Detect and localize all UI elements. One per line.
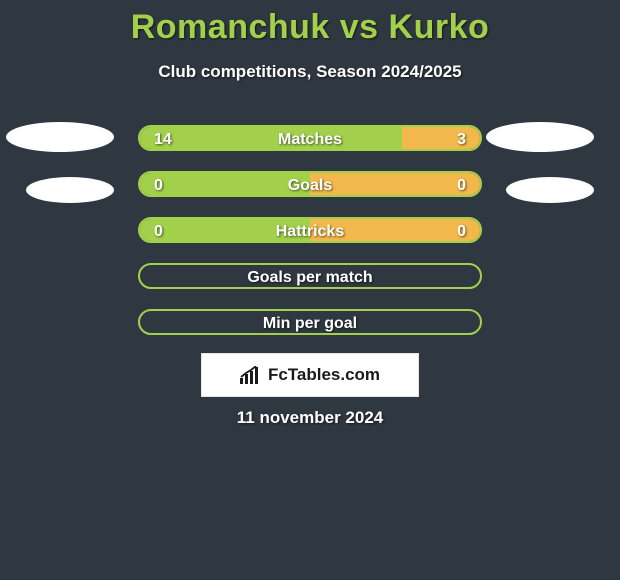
decorative-ellipse: [506, 177, 594, 203]
page-subtitle: Club competitions, Season 2024/2025: [0, 62, 620, 82]
decorative-ellipse: [486, 122, 594, 152]
stat-row: 00Goals: [138, 171, 482, 197]
source-badge: FcTables.com: [201, 353, 419, 397]
stat-row: 143Matches: [138, 125, 482, 151]
chart-icon: [240, 366, 262, 384]
stat-label: Goals: [140, 173, 480, 197]
decorative-ellipse: [26, 177, 114, 203]
stat-label: Hattricks: [140, 219, 480, 243]
stat-label: Min per goal: [140, 311, 480, 335]
stat-row: Min per goal: [138, 309, 482, 335]
page-title: Romanchuk vs Kurko: [0, 8, 620, 47]
source-badge-text: FcTables.com: [268, 365, 380, 385]
stat-label: Goals per match: [140, 265, 480, 289]
decorative-ellipse: [6, 122, 114, 152]
comparison-infographic: Romanchuk vs Kurko Club competitions, Se…: [0, 0, 620, 580]
stat-row: Goals per match: [138, 263, 482, 289]
date-text: 11 november 2024: [0, 408, 620, 428]
stat-label: Matches: [140, 127, 480, 151]
stat-row: 00Hattricks: [138, 217, 482, 243]
